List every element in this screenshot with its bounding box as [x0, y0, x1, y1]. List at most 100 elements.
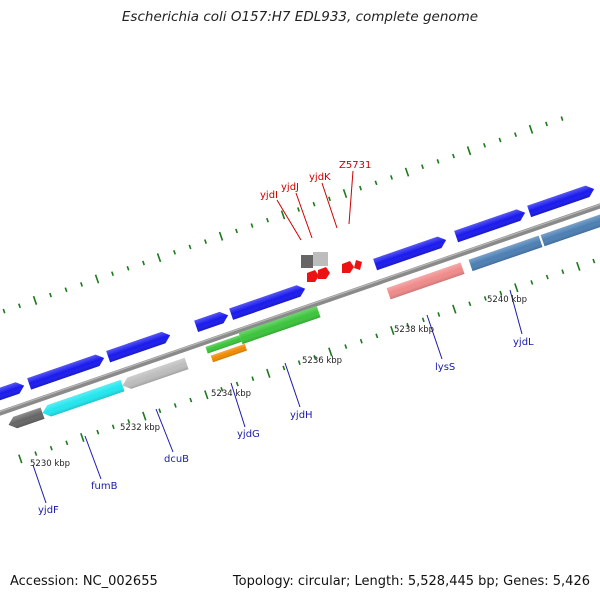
tick-mark-outer [250, 223, 254, 228]
tick-mark-inner [545, 274, 549, 280]
gene-leader-line [155, 408, 174, 453]
gene-label-Z5731: Z5731 [339, 160, 371, 171]
gene-Z5731-arrow [342, 261, 354, 273]
tick-mark-outer [173, 249, 176, 255]
tick-mark-outer [18, 303, 21, 309]
gene-leader-line [295, 192, 313, 239]
tick-mark-inner [65, 440, 69, 446]
tick-mark-inner [80, 432, 85, 443]
forward-gene-arrow [229, 285, 306, 320]
label-leader-layer [32, 170, 523, 504]
forward-gene-arrow-shade [454, 209, 526, 243]
forward-gene-arrow-shade [373, 236, 447, 271]
gene-yjdL2-block [540, 213, 600, 247]
scale-label: 5240 kbp [487, 295, 527, 305]
tick-mark-inner [328, 347, 333, 357]
scale-label: 5234 kbp [211, 389, 251, 399]
tick-mark-outer [94, 274, 100, 284]
gene-label-fumB: fumB [91, 481, 118, 492]
gene-yjdL-block-shade [468, 235, 543, 272]
scale-label: 5230 kbp [30, 459, 70, 469]
gene-leader-line [32, 464, 47, 504]
scale-label: 5238 kbp [394, 325, 434, 335]
gene-fumB-block-shade [42, 379, 125, 417]
forward-gene-arrow-shade [0, 382, 25, 402]
tick-mark-outer [483, 143, 486, 148]
tick-mark-inner [158, 408, 162, 414]
gene-yjdF-block-shade [8, 407, 45, 429]
gene-lysS-block [386, 262, 465, 300]
tick-mark-outer [280, 210, 286, 220]
forward-gene-arrow [194, 311, 229, 332]
tick-mark-inner [111, 424, 115, 430]
forward-gene-arrow [0, 382, 25, 402]
tick-mark-inner [266, 368, 271, 378]
gene-yjdH-block [238, 305, 321, 345]
topology-text: Topology: circular; Length: 5,528,445 bp… [232, 574, 590, 589]
tick-mark-outer [49, 292, 52, 298]
tick-mark-inner [220, 387, 224, 392]
tick-mark-inner [452, 304, 457, 314]
gene-yjdK-arrow [318, 267, 330, 279]
label-layer: 5230 kbp 5232 kbp 5234 kbp 5236 kbp 5238 kbp… [30, 160, 534, 516]
tick-mark-inner [359, 338, 363, 344]
tick-mark-outer [528, 124, 534, 134]
gene-leader-line [84, 435, 102, 480]
backbone-line [0, 203, 600, 416]
gene-yjdG-orange-block-shade [210, 343, 248, 363]
tick-mark-outer [188, 244, 192, 250]
forward-gene-arrow-shade [106, 331, 171, 363]
scale-label: 5232 kbp [120, 423, 160, 433]
gene-yjdK-arrow [307, 270, 319, 282]
gene-dcuB-block [122, 357, 189, 389]
tick-mark-inner [576, 261, 581, 271]
forward-gene-arrow-shade [27, 354, 105, 390]
gene-yjdH-block-shade [238, 305, 321, 345]
gene-Z5731-arrow [354, 260, 362, 270]
gene-label-yjdI: yjdI [260, 190, 278, 201]
scale-label: 5236 kbp [302, 356, 342, 366]
tick-mark-outer [421, 164, 424, 170]
gene-lysS-block-shade [386, 262, 465, 300]
genome-backbone [0, 203, 600, 416]
forward-gene-arrow [106, 331, 171, 363]
tick-mark-inner [406, 322, 410, 328]
forward-gene-arrow [454, 209, 526, 243]
tick-mark-outer [218, 231, 224, 241]
gene-label-dcuB: dcuB [164, 454, 189, 465]
tick-mark-outer [204, 239, 207, 244]
gene-label-yjdK: yjdK [309, 172, 331, 183]
gene-leader-line [276, 199, 302, 241]
tick-mark-outer [452, 153, 455, 159]
tick-mark-inner [468, 301, 472, 307]
tick-mark-outer [514, 132, 517, 137]
gene-yjdL-block [468, 235, 543, 272]
tick-mark-outer [126, 265, 130, 271]
gene-layer [0, 185, 600, 429]
tick-mark-outer [404, 167, 410, 177]
forward-gene-arrow-shade [527, 185, 595, 218]
tick-mark-outer [64, 287, 68, 293]
genome-title: Escherichia coli O157:H7 EDL933, complet… [121, 9, 479, 25]
tick-mark-outer [359, 185, 362, 191]
gene-label-lysS: lysS [435, 362, 455, 373]
gene-yjdG-block [205, 335, 242, 354]
tick-mark-outer [390, 175, 393, 180]
gene-leader-line [509, 289, 523, 335]
tick-mark-outer [32, 295, 38, 305]
tick-mark-inner [282, 365, 286, 371]
tick-mark-outer [466, 146, 472, 156]
tick-mark-inner [592, 258, 596, 264]
forward-gene-arrow [27, 354, 105, 390]
tick-mark-outer [560, 116, 564, 121]
tick-mark-outer [156, 253, 162, 263]
tick-mark-outer [312, 201, 316, 207]
tick-mark-outer [498, 137, 502, 143]
tick-mark-inner [127, 419, 131, 424]
tick-mark-outer [436, 159, 440, 164]
forward-gene-arrow-shade [194, 311, 229, 332]
tick-mark-inner [483, 296, 487, 301]
forward-gene-arrow-shade [229, 285, 306, 320]
gene-yjdJ-block [313, 252, 328, 266]
gene-leader-line [348, 170, 354, 225]
